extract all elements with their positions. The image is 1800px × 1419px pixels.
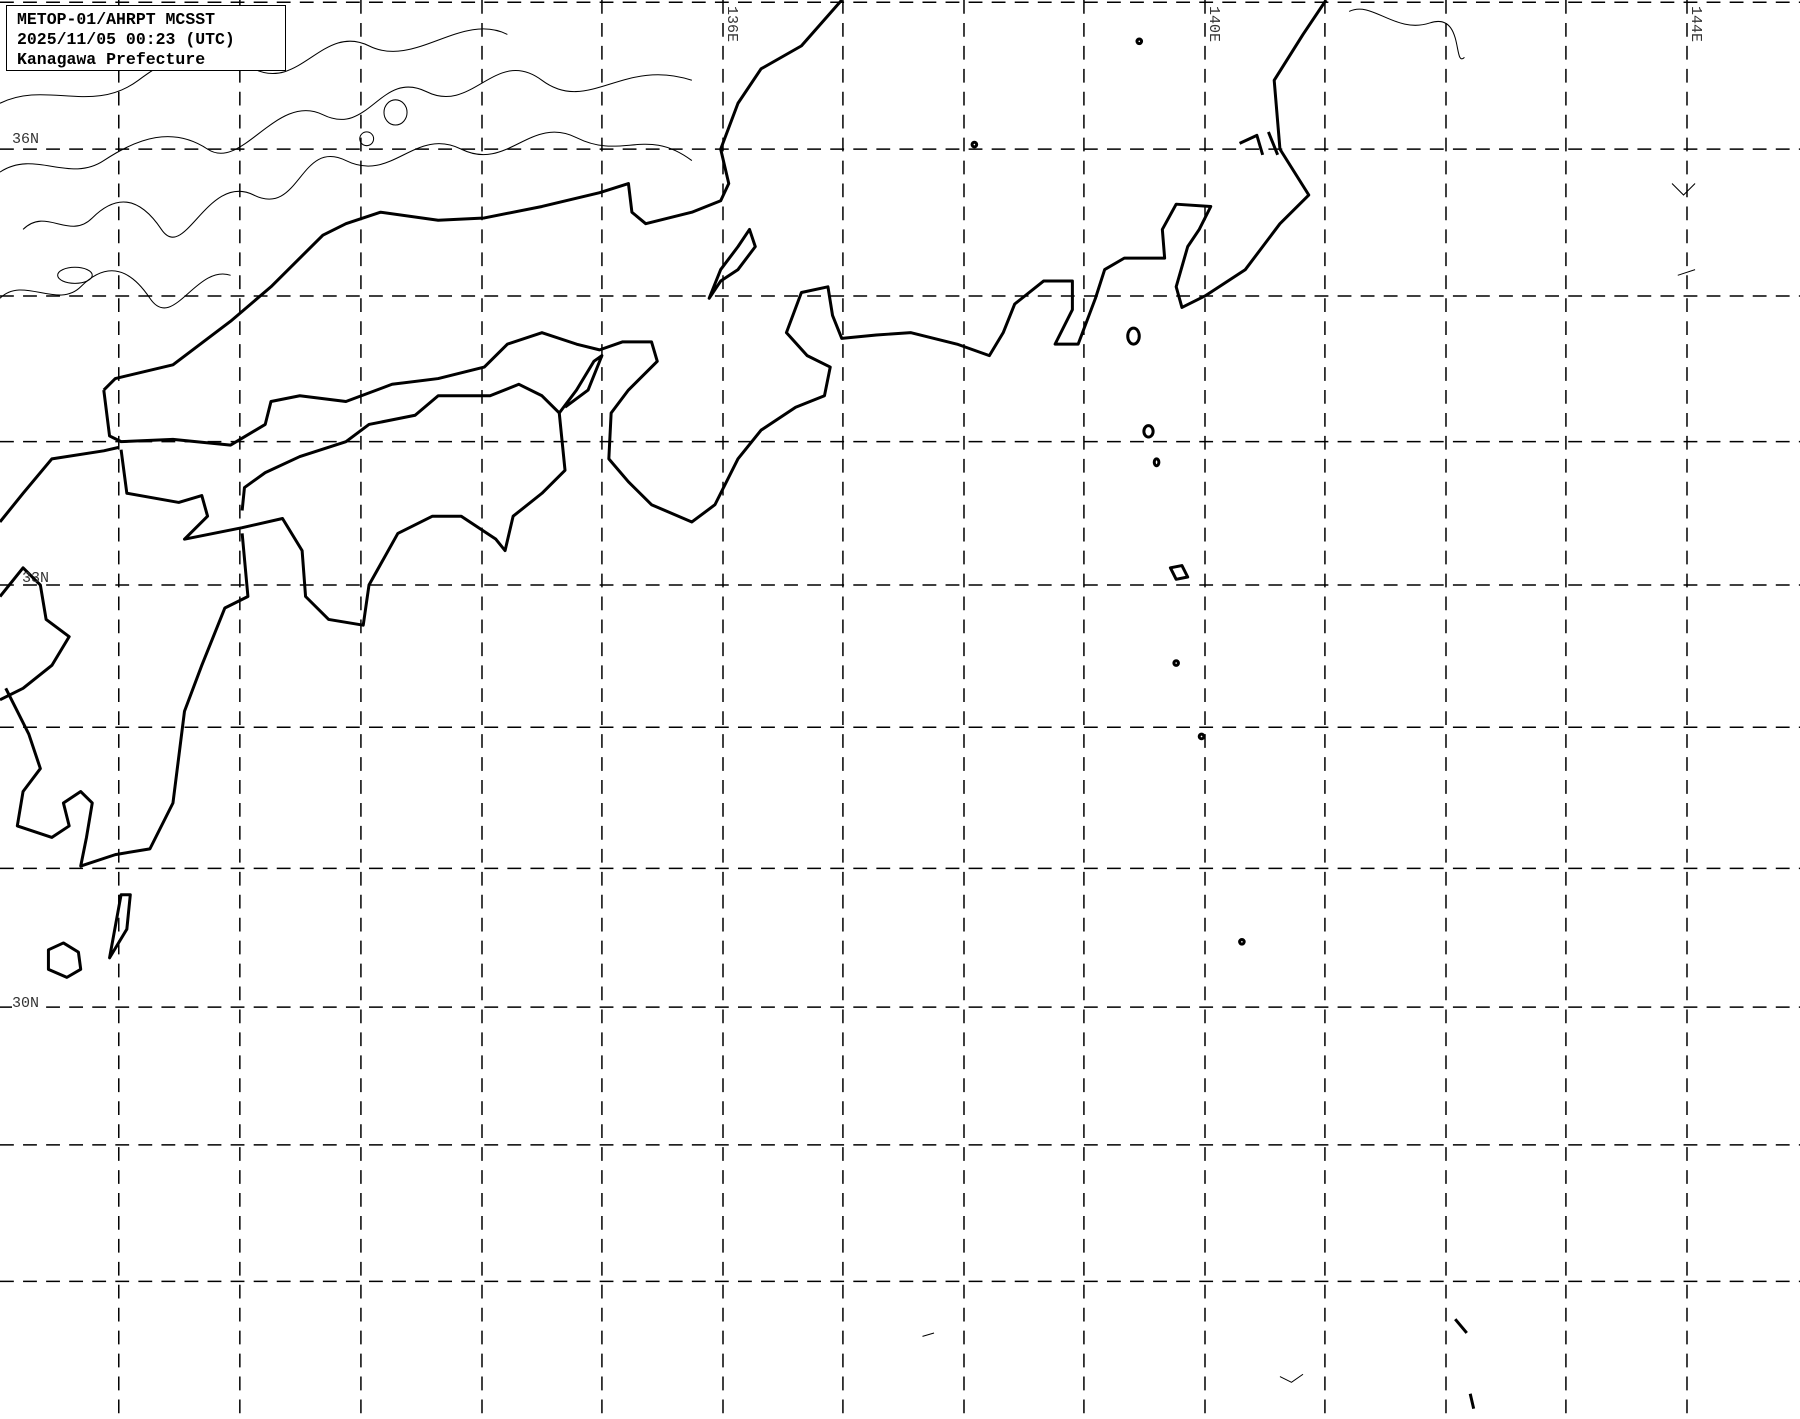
lat-label-36n: 36N (12, 131, 40, 148)
timestamp: 2025/11/05 00:23 (UTC) (17, 30, 235, 49)
coastlines (0, 0, 1476, 1410)
region-name: Kanagawa Prefecture (17, 50, 206, 69)
lat-label-33n: 33N (22, 570, 50, 587)
sst-contours (0, 8, 1696, 1383)
lon-label-136e: 136E (723, 6, 740, 43)
info-box: METOP-01/AHRPT MCSST 2025/11/05 00:23 (U… (6, 5, 286, 71)
satellite-product: METOP-01/AHRPT MCSST (17, 10, 216, 29)
lat-label-30n: 30N (12, 995, 40, 1012)
lon-label-144e: 144E (1687, 6, 1704, 43)
lon-label-140e: 140E (1205, 6, 1222, 43)
